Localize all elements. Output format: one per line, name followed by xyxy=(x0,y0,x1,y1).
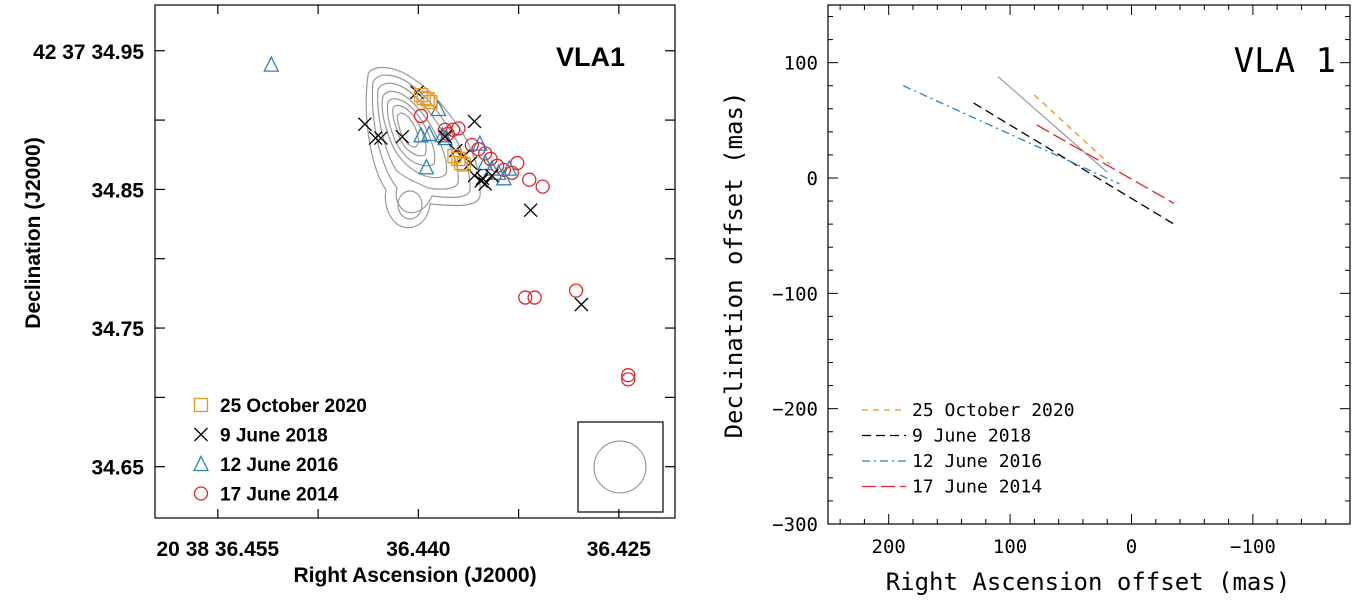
beam-ellipse xyxy=(593,440,647,494)
right-panel: 200 100 0 −100 100 0 −100 −200 −300 VLA 1 Right … xyxy=(720,4,1351,596)
left-panel: 20 38 36.455 36.440 36.425 42 37 34.95 34.85… xyxy=(22,4,676,587)
left-ticks xyxy=(155,5,675,518)
12-june-2016-legend-label: 12 June 2016 xyxy=(220,455,338,476)
beam-box xyxy=(577,421,664,513)
25-october-2020-legend-marker xyxy=(193,397,209,413)
9-june-2018-point xyxy=(574,297,589,312)
right-plot-frame xyxy=(827,4,1351,525)
left-y-tick-label: 42 37 34.95 xyxy=(33,41,144,64)
right-legend: 25 October 2020 9 June 2018 12 June 2016 17… xyxy=(862,400,1075,498)
17-june-2014-legend-label: 17 June 2014 xyxy=(220,485,339,506)
right-x-axis-label: Right Ascension offset (mas) xyxy=(886,568,1291,596)
9-june-2018-point xyxy=(467,114,482,129)
12-june-2016-line xyxy=(902,85,1120,185)
right-y-tick-label: −200 xyxy=(772,399,818,421)
right-title: VLA 1 xyxy=(1234,41,1336,81)
right-lines xyxy=(902,76,1175,225)
17-june-2014-legend-label: 17 June 2014 xyxy=(912,477,1042,498)
9-june-2018-point xyxy=(373,131,388,146)
9-june-2018-point xyxy=(395,129,410,144)
25-october-2020-legend-label: 25 October 2020 xyxy=(220,396,367,417)
left-x-tick-label: 36.440 xyxy=(386,538,450,561)
17-june-2014-point xyxy=(518,290,533,305)
25-october-2020-point xyxy=(456,157,471,172)
17-june-2014-legend-marker xyxy=(193,486,209,501)
9-june-2018-point xyxy=(438,129,453,144)
right-x-tick-label: 0 xyxy=(1126,536,1137,558)
17-june-2014-point xyxy=(621,368,636,383)
17-june-2014-line xyxy=(1036,124,1175,204)
9-june-2018-point xyxy=(474,174,489,189)
12-june-2016-point xyxy=(495,169,512,186)
12-june-2016-point xyxy=(263,55,280,72)
9-june-2018-point xyxy=(475,171,490,186)
right-x-tick-label: −100 xyxy=(1230,536,1276,558)
17-june-2014-point xyxy=(522,172,537,187)
12-june-2016-legend-marker xyxy=(192,455,210,472)
left-y-tick-label: 34.85 xyxy=(91,179,144,202)
9-june-2018-point xyxy=(523,203,538,218)
12-june-2016-point xyxy=(501,159,518,176)
left-x-axis-label: Right Ascension (J2000) xyxy=(293,564,536,587)
17-june-2014-point xyxy=(535,179,550,194)
9-june-2018-point xyxy=(357,117,372,132)
17-june-2014-point xyxy=(568,283,584,298)
left-y-tick-label: 34.65 xyxy=(91,457,144,480)
12-june-2016-point xyxy=(418,158,435,175)
right-y-axis-label: Declination offset (mas) xyxy=(720,92,748,439)
17-june-2014-point xyxy=(413,108,429,124)
25-october-2020-point xyxy=(451,151,466,167)
left-title: VLA1 xyxy=(556,42,625,72)
left-y-tick-label: 34.75 xyxy=(91,318,144,341)
12-june-2016-point xyxy=(434,126,451,143)
12-june-2016-point xyxy=(471,134,488,151)
17-june-2014-point xyxy=(451,121,466,136)
right-y-tick-label: 100 xyxy=(784,53,818,75)
17-june-2014-point xyxy=(527,290,542,305)
9-june-2018-point xyxy=(484,168,499,183)
left-x-tick-label: 20 38 36.455 xyxy=(157,538,280,561)
25-october-2020-point xyxy=(420,92,435,107)
right-y-tick-label: −300 xyxy=(772,514,818,536)
12-june-2016-legend-label: 12 June 2016 xyxy=(912,451,1042,472)
right-ticks xyxy=(828,5,1351,525)
12-june-2016-point xyxy=(437,129,454,146)
17-june-2014-point xyxy=(621,372,636,387)
left-y-axis-label: Declination (J2000) xyxy=(22,137,45,328)
25-october-2020-point xyxy=(453,155,469,171)
17-june-2014-point xyxy=(445,122,461,137)
left-plot-frame xyxy=(154,4,676,519)
right-x-tick-label: 100 xyxy=(993,536,1027,558)
9-june-2018-point xyxy=(368,131,383,146)
9-june-2018-legend-label: 9 June 2018 xyxy=(912,426,1031,447)
9-june-2018-legend-marker xyxy=(194,427,208,442)
12-june-2016-point xyxy=(420,124,438,142)
left-points xyxy=(263,55,636,387)
25-october-2020-legend-label: 25 October 2020 xyxy=(912,400,1075,421)
9-june-2018-legend-label: 9 June 2018 xyxy=(220,426,328,447)
25-october-2020-point xyxy=(423,94,438,110)
left-x-tick-label: 36.425 xyxy=(587,538,652,561)
left-tick-labels: 20 38 36.455 36.440 36.425 42 37 34.95 34.85… xyxy=(33,41,651,561)
right-x-tick-label: 200 xyxy=(872,536,906,558)
right-y-tick-label: 0 xyxy=(807,168,818,190)
left-legend: 25 October 2020 9 June 2018 12 June 2016 17… xyxy=(192,396,367,506)
right-y-tick-label: −100 xyxy=(772,283,818,305)
reference-line xyxy=(997,76,1108,173)
right-tick-labels: 200 100 0 −100 100 0 −100 −200 −300 xyxy=(772,53,1276,558)
